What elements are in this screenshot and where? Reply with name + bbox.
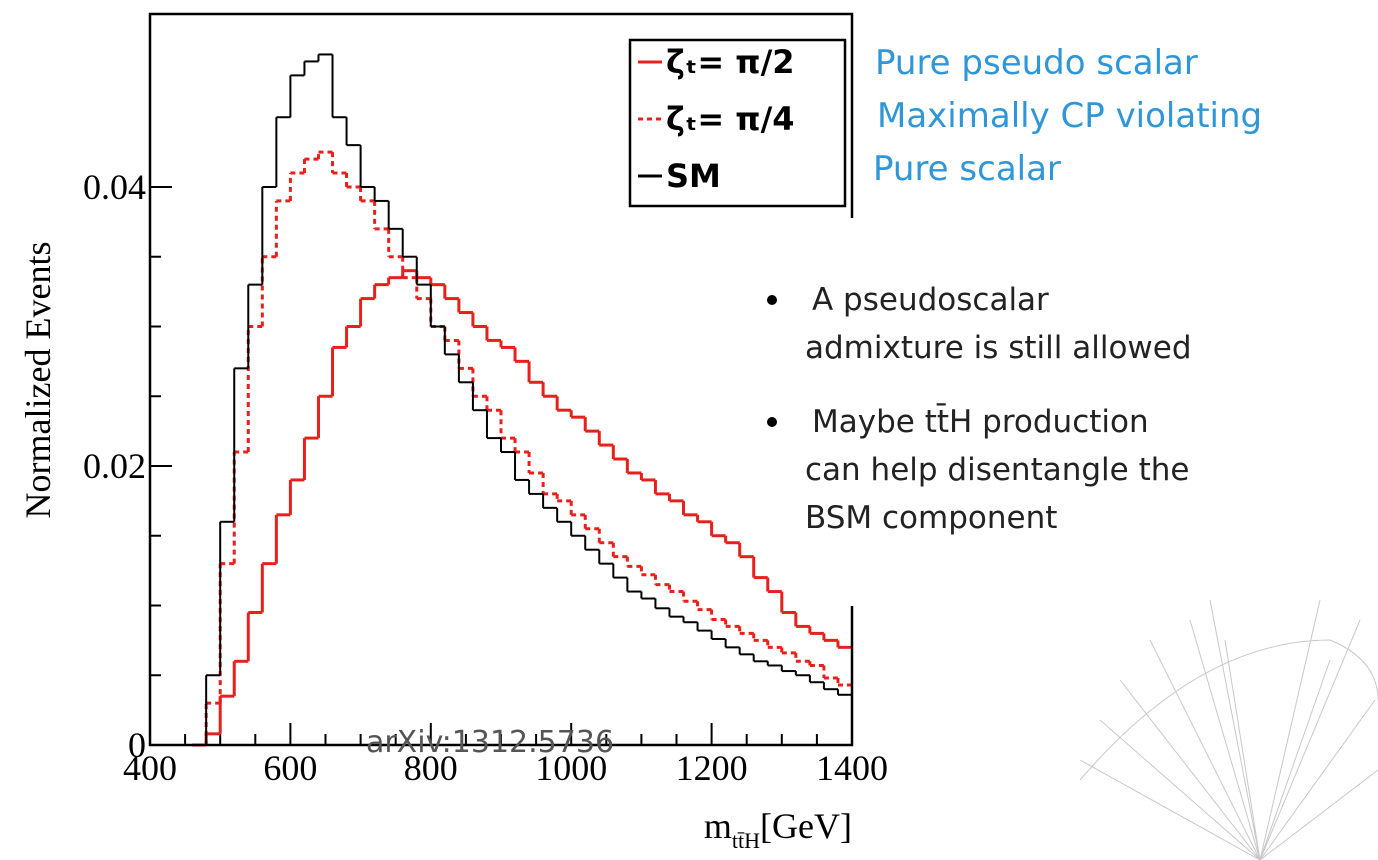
x-label-symbol: m: [704, 806, 732, 846]
step-riser: [204, 152, 840, 745]
y-tick-label: 0.04: [83, 167, 146, 207]
x-tick-label: 800: [404, 748, 458, 788]
series: [192, 269, 852, 747]
bullet-text: BSM component: [805, 500, 1057, 536]
y-tick-label: 0: [128, 725, 146, 765]
legend-label: SM: [666, 157, 721, 195]
bullet-text: A pseudoscalar: [812, 282, 1049, 318]
x-tick-label: 1400: [816, 748, 888, 788]
bullet-text: Maybe tt̄H production: [812, 403, 1149, 440]
x-tick-label: 400: [123, 748, 177, 788]
series: [192, 53, 852, 746]
bullet-dot: [767, 295, 777, 305]
legend-note: Pure scalar: [873, 149, 1061, 189]
legend-label: ζₜ= π/2: [666, 43, 795, 81]
x-label-subscript: tt̄H: [732, 828, 760, 853]
bullet-dot: [767, 417, 777, 427]
y-axis-label: Normalized Events: [18, 242, 58, 519]
y-tick-label: 0.02: [83, 446, 146, 486]
x-tick-label: 1000: [535, 748, 607, 788]
legend-label: ζₜ= π/4: [666, 100, 795, 138]
particle-splash: [1079, 599, 1378, 860]
x-label-unit: [GeV]: [760, 806, 852, 846]
x-tick-label: 600: [263, 748, 317, 788]
x-tick-label: 1200: [676, 748, 748, 788]
frame-mask: [846, 218, 860, 606]
step-riser: [204, 270, 840, 745]
step-riser: [205, 54, 839, 745]
annotation: arXiv:1312.5736: [366, 725, 614, 760]
bullet-text: admixture is still allowed: [805, 330, 1192, 366]
bullet-text: can help disentangle the: [805, 452, 1189, 488]
legend-note: Pure pseudo scalar: [875, 43, 1198, 83]
legend-box: [628, 38, 847, 208]
legend-note: Maximally CP violating: [877, 96, 1262, 136]
x-axis-label: mtt̄H[GeV]: [704, 806, 852, 853]
